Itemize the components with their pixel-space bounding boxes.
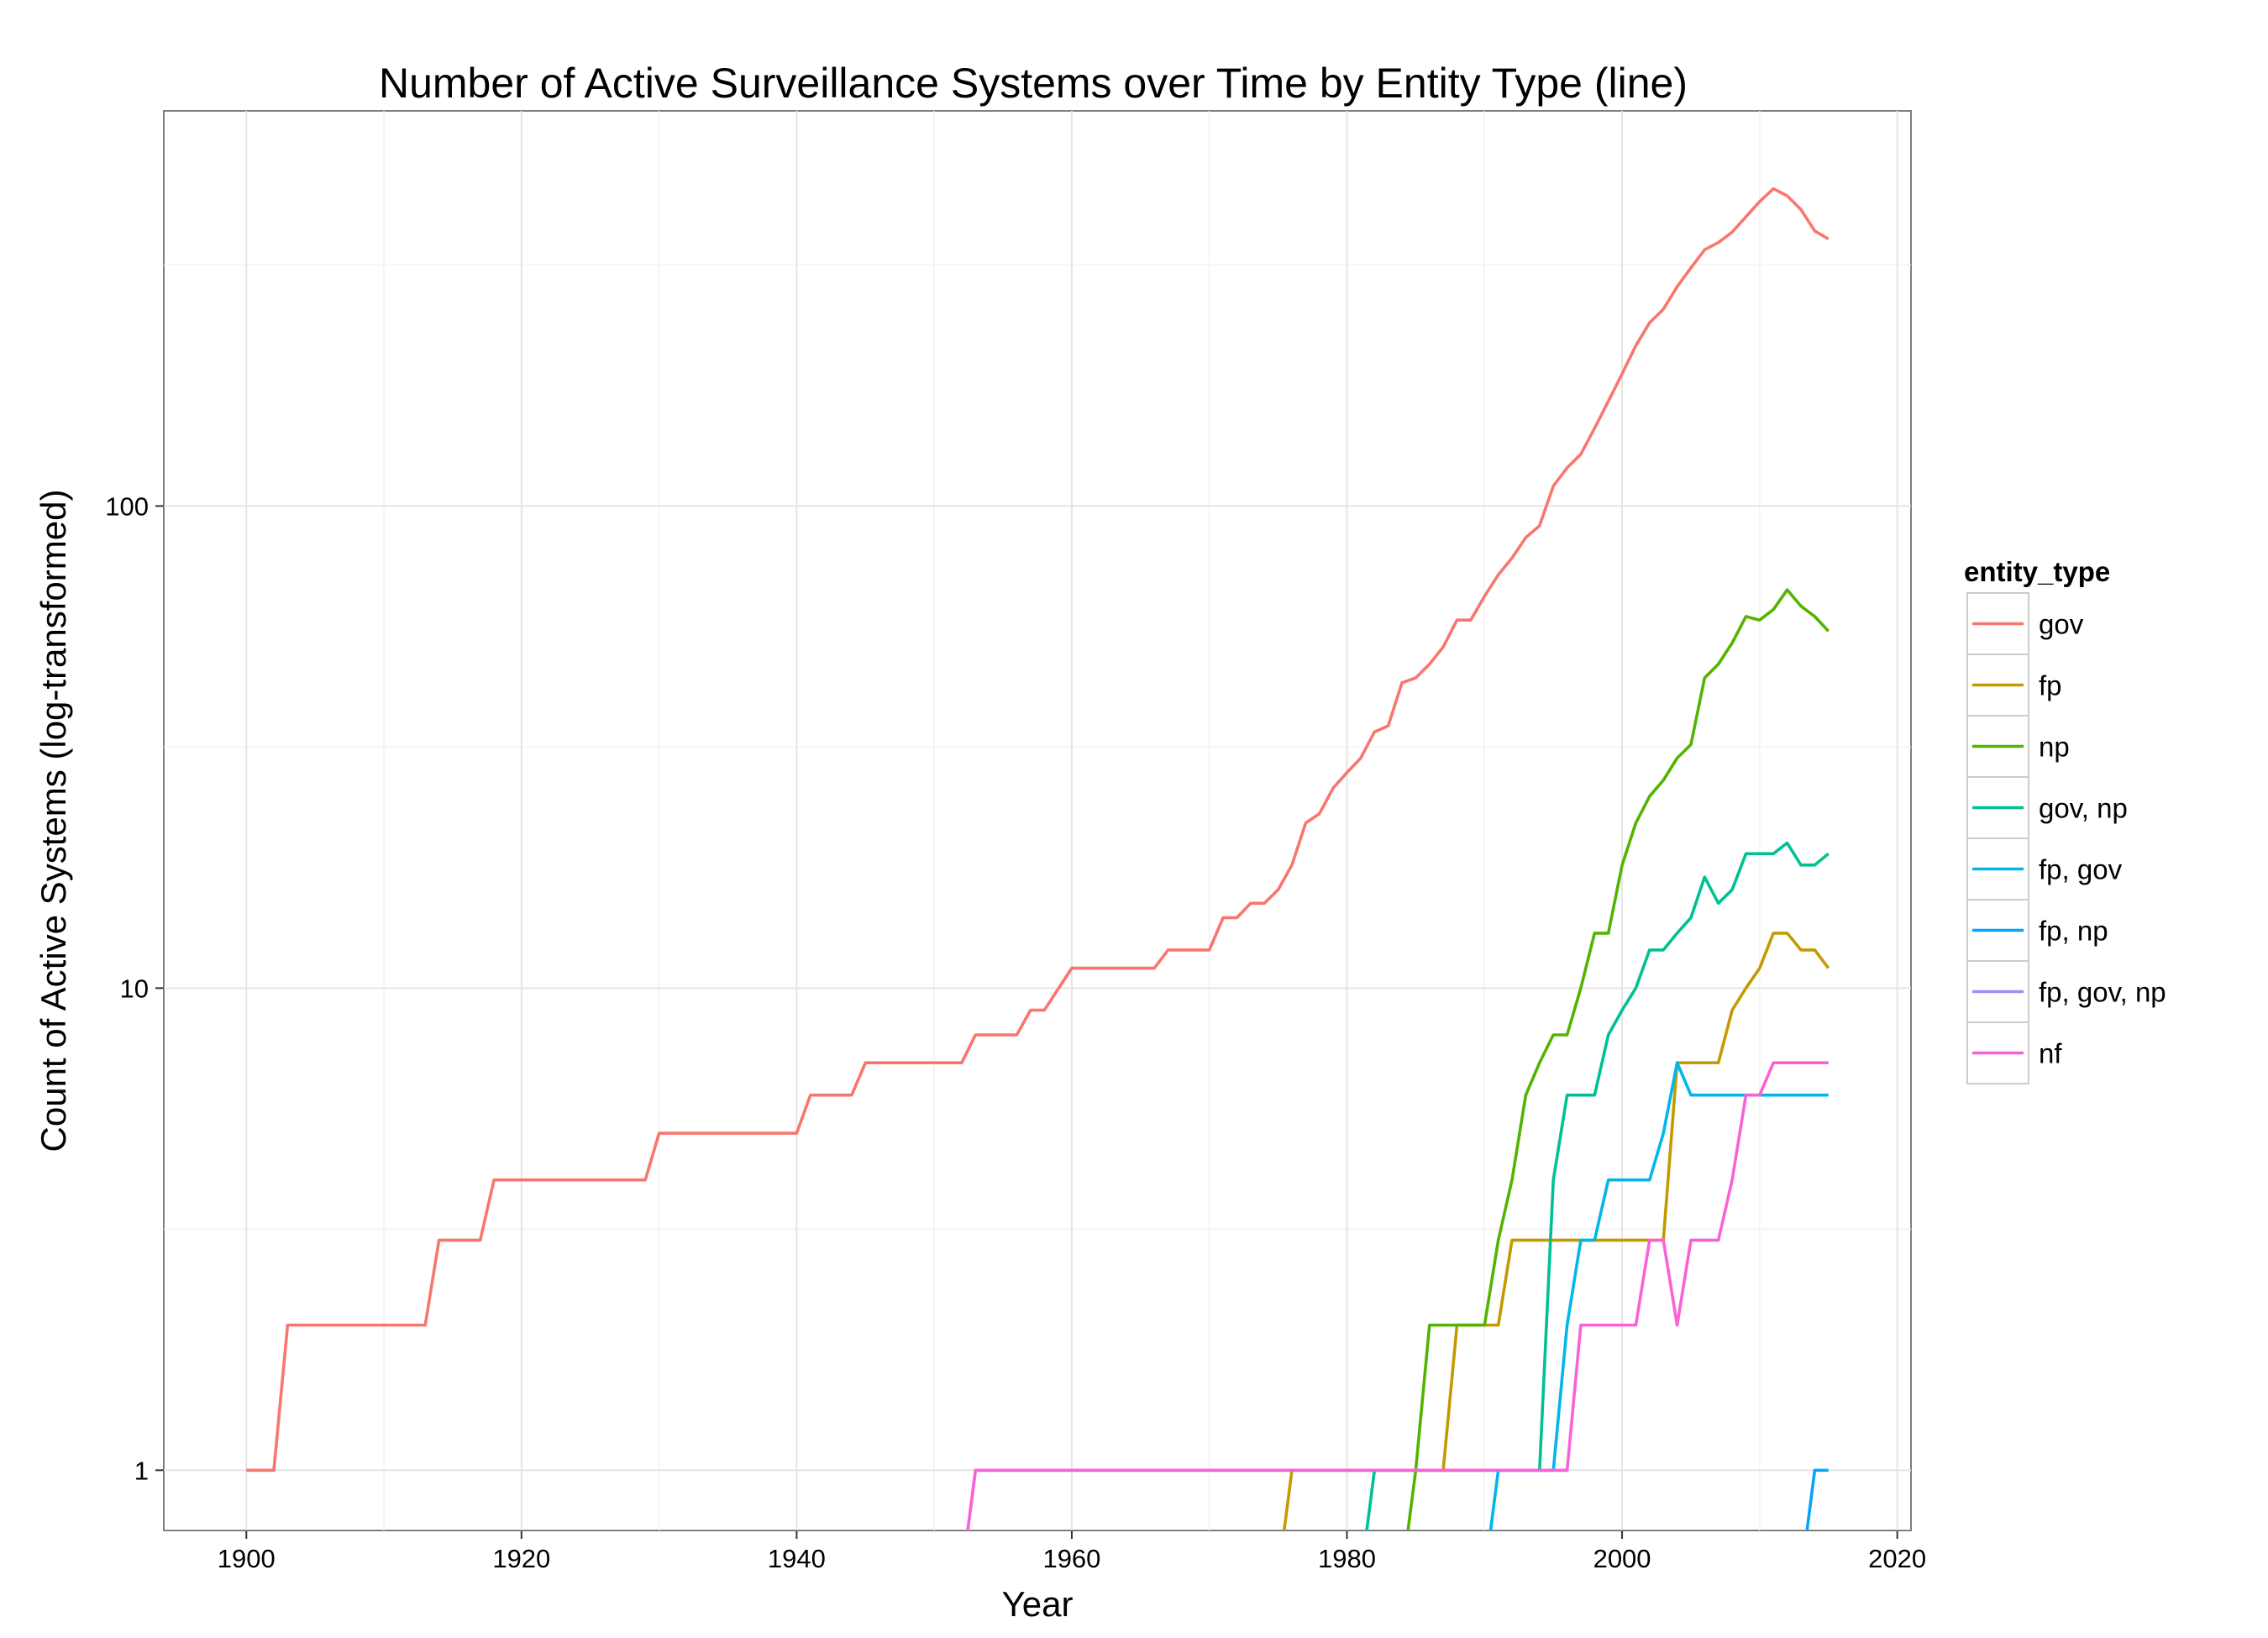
y-tick-label: 10 — [120, 974, 149, 1003]
legend-title: entity_type — [1964, 556, 2110, 587]
series-group — [246, 186, 1830, 1530]
chart-title: Number of Active Surveillance Systems ov… — [379, 60, 1688, 107]
series-line-gov-np — [1365, 841, 1830, 1530]
x-tick-label: 2020 — [1868, 1544, 1926, 1573]
x-tick-label: 1980 — [1318, 1544, 1376, 1573]
x-tick-label: 1900 — [218, 1544, 276, 1573]
x-tick-label: 1940 — [768, 1544, 826, 1573]
series-line-fp-np — [1805, 1468, 1829, 1530]
legend-label: np — [2039, 732, 2070, 763]
legend-label: nf — [2039, 1038, 2062, 1069]
x-axis-title: Year — [1002, 1584, 1074, 1624]
legend-label: gov, np — [2039, 793, 2128, 824]
legend-label: fp, np — [2039, 916, 2108, 947]
series-line-nf — [966, 1061, 1829, 1530]
x-tick-label: 2000 — [1593, 1544, 1651, 1573]
series-lines — [246, 186, 1830, 1530]
legend-label: fp, gov, np — [2039, 977, 2166, 1008]
legend-label: fp — [2039, 670, 2062, 701]
legend-label: fp, gov — [2039, 854, 2123, 885]
series-line-fp-gov — [1488, 1061, 1829, 1530]
y-axis-title: Count of Active Systems (log-transformed… — [34, 490, 73, 1152]
x-tick-label: 1960 — [1042, 1544, 1100, 1573]
y-tick-label: 100 — [105, 491, 149, 521]
x-tick-label: 1920 — [492, 1544, 550, 1573]
y-tick-label: 1 — [134, 1456, 149, 1485]
plot-panel — [163, 110, 1912, 1531]
legend: entity_type gov fp np gov, np fp, gov fp, np f… — [1964, 556, 2166, 1084]
axes: 1900 1920 1940 1960 1980 2000 2020 1 10 100 — [105, 491, 1926, 1573]
legend-label: gov — [2039, 609, 2084, 640]
series-line-np — [1406, 588, 1830, 1530]
series-line-gov — [246, 186, 1830, 1473]
